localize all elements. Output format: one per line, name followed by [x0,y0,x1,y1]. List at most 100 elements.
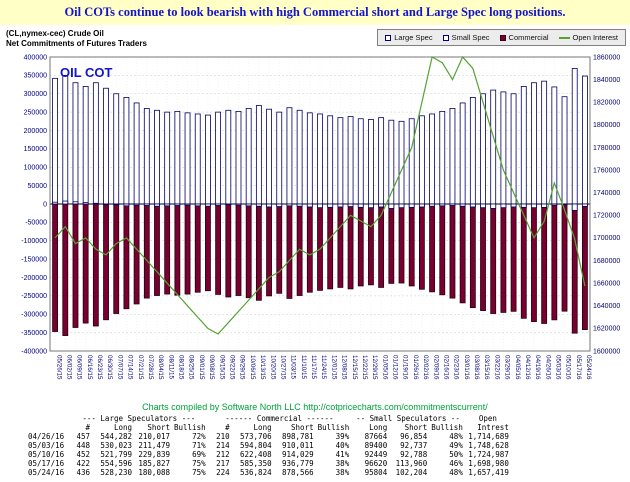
table-cell: 448 [76,441,90,450]
svg-text:01/05/16: 01/05/16 [381,355,388,380]
table-cell: 102,204 [395,468,428,477]
table-cell-date: 05/24/16 [28,468,65,477]
svg-text:08/25/15: 08/25/15 [188,355,195,380]
svg-text:1820000: 1820000 [593,100,620,107]
table-cell: 50% [449,450,463,459]
svg-text:1760000: 1760000 [593,167,620,174]
table-cell: 530,023 [100,441,132,450]
svg-text:07/14/15: 07/14/15 [127,355,134,380]
table-cell: 594,804 [240,441,272,450]
legend-item-large-spec: Large Spec [385,33,433,42]
instrument-title: (CL,nymex-cec) Crude Oil [6,29,104,38]
table-cell: 95804 [364,468,388,477]
svg-text:04/12/16: 04/12/16 [524,355,531,380]
table-cell: 210 [216,432,230,441]
table-cell: 536,824 [240,468,272,477]
table-cell: 72% [192,432,206,441]
table-cell: 544,282 [100,432,132,441]
svg-text:01/12/16: 01/12/16 [392,355,399,380]
table-cell: 39% [335,432,350,441]
svg-text:05/24/16: 05/24/16 [585,355,592,380]
table-group-header [26,414,70,423]
table-cell: 878,566 [282,468,314,477]
svg-text:1640000: 1640000 [593,303,620,310]
table-cell: 214 [216,441,230,450]
table-column-header: Long [253,423,272,432]
credit-line: Charts compiled by Software North LLC ht… [142,402,488,412]
svg-text:04/05/16: 04/05/16 [514,355,521,380]
svg-text:07/07/15: 07/07/15 [116,355,123,380]
svg-text:11/24/15: 11/24/15 [320,355,327,380]
svg-text:1780000: 1780000 [593,145,620,152]
svg-text:09/08/15: 09/08/15 [208,355,215,380]
table-cell: 89400 [364,441,388,450]
table-cell: 622,408 [240,450,272,459]
svg-text:04/26/16: 04/26/16 [544,355,551,380]
svg-text:08/04/15: 08/04/15 [157,355,164,380]
table-cell: 1,724,987 [468,450,509,459]
svg-text:10/13/15: 10/13/15 [259,355,266,380]
svg-text:100000: 100000 [24,165,47,172]
legend-label: Large Spec [394,33,433,42]
svg-text:11/10/15: 11/10/15 [300,355,307,380]
table-cell: 224 [216,468,230,477]
chart-header: (CL,nymex-cec) Crude Oil Net Commitments… [0,25,630,53]
table-column-header-row: # Long Short Bullish # Long Short Bullish Long Sh… [26,423,511,432]
table-cell: 180,088 [138,468,170,477]
table-cell: 71% [192,441,206,450]
table-cell: 910,011 [282,441,314,450]
table-column-header: Bullish [174,423,206,432]
table-cell: 936,779 [282,459,314,468]
svg-text:06/02/15: 06/02/15 [65,355,72,380]
table-cell: 1,748,628 [468,441,509,450]
table-cell: 210,017 [138,432,170,441]
svg-text:07/28/15: 07/28/15 [147,355,154,380]
svg-text:-150000: -150000 [21,256,47,263]
cot-table-head: --- Large Speculators --- ------ Commerci… [26,414,511,432]
svg-text:1860000: 1860000 [593,54,620,61]
table-cell: 87664 [364,432,388,441]
table-column-header: Short [404,423,428,432]
table-column-header [26,423,70,432]
table-cell: 40% [335,441,350,450]
table-cell: 75% [192,468,206,477]
svg-text:0: 0 [43,201,47,208]
table-cell: 1,657,419 [468,468,509,477]
svg-text:-400000: -400000 [21,348,47,355]
table-group-header-row: --- Large Speculators --- ------ Commerci… [26,414,511,423]
table-column-header: # [225,423,230,432]
svg-text:01/19/16: 01/19/16 [402,355,409,380]
table-group-header: Open [478,414,497,423]
svg-text:06/30/15: 06/30/15 [106,355,113,380]
svg-text:1700000: 1700000 [593,235,620,242]
svg-text:1720000: 1720000 [593,213,620,220]
table-column-header: Bullish [317,423,350,432]
svg-text:03/08/16: 03/08/16 [473,355,480,380]
table-column-header: Intrest [477,423,509,432]
table-cell: 229,839 [138,450,170,459]
table-group-header: --- Large Speculators --- [82,414,196,423]
right-axis-labels: 1600000 1620000 1640000 1660000 1680000 17000… [593,54,620,355]
table-cell: 48% [449,468,463,477]
table-row: 05/03/16 448 530,023 211,479 71% 214 594,804 91… [26,441,511,450]
svg-text:150000: 150000 [24,146,47,153]
svg-text:03/29/16: 03/29/16 [504,355,511,380]
svg-text:11/17/15: 11/17/15 [310,355,317,380]
table-cell: 211,479 [138,441,170,450]
commercial-swatch-icon [499,34,506,41]
plot-border [49,56,591,352]
svg-text:250000: 250000 [24,109,47,116]
small-spec-swatch-icon [442,34,449,41]
table-cell-date: 04/26/16 [28,432,65,441]
svg-text:-300000: -300000 [21,312,47,319]
open-interest-swatch-icon [558,36,570,39]
svg-text:1620000: 1620000 [593,326,620,333]
svg-text:02/23/16: 02/23/16 [453,355,460,380]
cot-table-body: 04/26/16 457 544,282 210,017 72% 210 573,706 89… [26,432,511,477]
svg-text:200000: 200000 [24,128,47,135]
svg-text:-350000: -350000 [21,330,47,337]
svg-text:06/16/15: 06/16/15 [86,355,93,380]
svg-text:02/16/16: 02/16/16 [442,355,449,380]
table-group-header: ------ Commercial ------ [225,414,334,423]
svg-text:07/21/15: 07/21/15 [137,355,144,380]
